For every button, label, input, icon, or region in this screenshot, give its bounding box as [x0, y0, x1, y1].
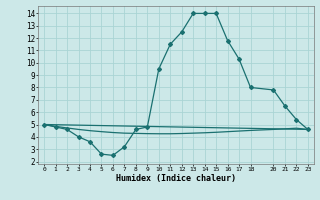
X-axis label: Humidex (Indice chaleur): Humidex (Indice chaleur) [116, 174, 236, 183]
